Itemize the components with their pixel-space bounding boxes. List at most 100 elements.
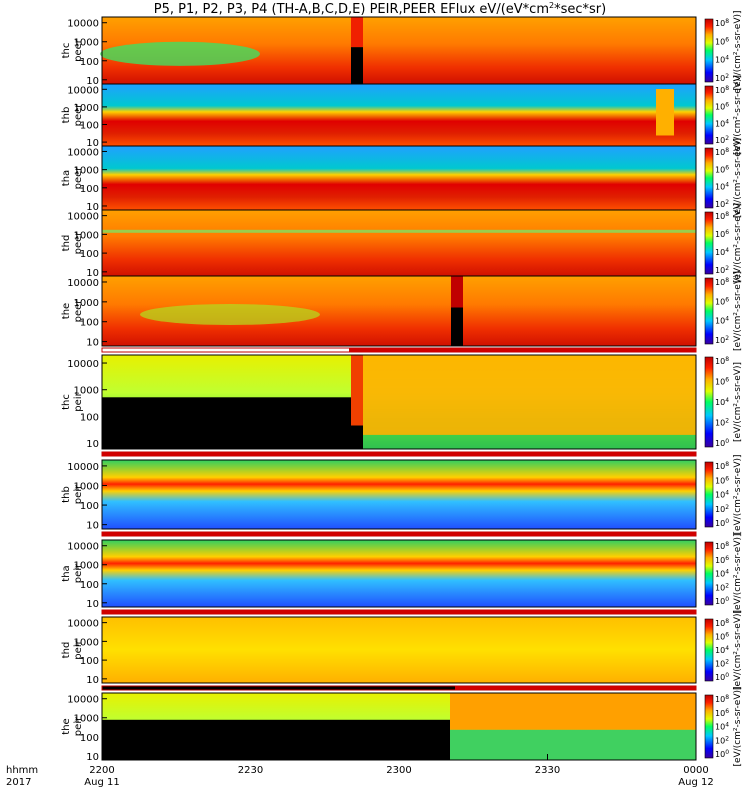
colorbar-unit-label: [eV/(cm²-s-sr-eV)] [733,533,743,613]
colorbar-tick-label: 106 [715,555,729,565]
colorbar-tick-exponent: 2 [725,659,729,666]
y-tick-label: 1000 [74,714,99,725]
panel-label-product: peir [73,639,84,659]
colorbar [704,18,714,83]
colorbar-tick-exponent: 8 [725,277,729,284]
colorbar-tick-label: 104 [715,55,729,65]
y-tick-label: 10 [86,439,99,450]
colorbar [704,541,714,606]
colorbar-tick-label: 108 [715,85,729,95]
chart-title: P5, P1, P2, P3, P4 (TH-A,B,C,D,E) PEIR,P… [154,1,606,17]
x-date-label: Aug 11 [84,777,119,788]
colorbar-tick-exponent: 2 [725,335,729,342]
chart-title-tail: *sec*sr) [554,2,606,17]
y-tick-label: 100 [80,120,99,131]
colorbar-tick-exponent: 4 [725,316,729,323]
y-tick-label: 10 [86,675,99,686]
separator-bar-fill [102,452,696,456]
colorbar-tick-label: 106 [715,36,729,46]
colorbar-unit-label: [eV/(cm²-s-sr-eV)] [733,271,743,351]
y-tick-label: 10000 [67,359,99,370]
panel-label-product: peir [73,391,84,411]
colorbar [704,277,714,345]
colorbar-tick-exponent: 2 [725,265,729,272]
colorbar-tick-exponent: 4 [725,247,729,254]
colorbar-tick-exponent: 2 [725,418,729,425]
colorbar-tick-label: 102 [715,335,729,345]
spectrogram-feature [451,307,463,346]
y-tick-label: 10000 [67,278,99,289]
y-tick-label: 10000 [67,695,99,706]
panel-label-probe: thd [61,235,72,252]
colorbar-tick-label: 106 [715,632,729,642]
chart-title-main: P5, P1, P2, P3, P4 (TH-A,B,C,D,E) PEIR,P… [154,2,549,17]
colorbar-tick-exponent: 8 [725,618,729,625]
colorbar-tick-label: 100 [715,672,729,682]
colorbar-tick-label: 100 [715,596,729,606]
colorbar-tick-label: 102 [715,504,729,514]
spectrogram-feature [451,276,463,308]
x-date-label: Aug 12 [678,777,713,788]
colorbar-tick-label: 106 [715,102,729,112]
y-tick-label: 10 [86,521,99,532]
colorbar-tick-label: 106 [715,475,729,485]
colorbar [704,618,714,682]
y-tick-label: 100 [80,57,99,68]
x-tick-label: 2230 [238,765,263,776]
colorbar-tick-exponent: 2 [725,504,729,511]
y-tick-label: 10000 [67,147,99,158]
spectrogram-feature [100,41,260,66]
spectrogram-image [102,210,696,276]
panel-label: thdpeer [61,231,84,255]
spectrogram-feature [102,397,352,449]
colorbar-unit-label: [eV/(cm²-s-sr-eV)] [733,75,743,155]
colorbar-tick-exponent: 4 [725,490,729,497]
y-tick-label: 10000 [67,212,99,223]
panel-label-product: peer [73,103,84,127]
colorbar-tick-label: 106 [715,164,729,174]
panel-frame [101,275,697,347]
y-tick-label: 1000 [74,166,99,177]
panel-frame [101,539,697,608]
panel-frame [101,459,697,530]
panel-label-product: peir [73,716,84,736]
colorbar-tick-label: 102 [715,135,729,145]
colorbar-tick-exponent: 8 [725,18,729,25]
colorbar-tick-label: 106 [715,229,729,239]
colorbar-tick-label: 108 [715,18,729,28]
y-tick-label: 100 [80,412,99,423]
colorbar-tick-exponent: 8 [725,461,729,468]
panel-label-probe: tha [61,170,72,186]
x-tick-label: 2330 [535,765,560,776]
y-tick-label: 10000 [67,85,99,96]
spectrogram-feature [140,304,320,325]
colorbar-tick-exponent: 8 [725,211,729,218]
colorbar-tick-label: 102 [715,418,729,428]
panel-label-probe: thc [61,394,72,410]
colorbar-tick-exponent: 2 [725,199,729,206]
colorbar-tick-exponent: 6 [725,708,729,715]
spectrogram-feature [351,425,363,449]
colorbar [704,461,714,528]
colorbar-tick-exponent: 6 [725,164,729,171]
panel-label: thdpeir [61,639,84,659]
spectrogram-image [102,460,696,529]
y-tick-label: 1000 [74,38,99,49]
colorbar-tick-label: 104 [715,182,729,192]
spectrogram-feature [450,729,696,760]
panel-label: thcpeir [61,391,84,411]
colorbar-tick-exponent: 2 [725,73,729,80]
colorbar-unit-label: [eV/(cm²-s-sr-eV)] [733,610,743,690]
x-axis-label-hhmm: hhmm [6,765,38,776]
colorbar-tick-label: 104 [715,645,729,655]
colorbar-tick-exponent: 6 [725,475,729,482]
spectrogram-feature [363,355,696,435]
y-tick-label: 10 [86,752,99,763]
y-tick-label: 10 [86,599,99,610]
colorbar-tick-exponent: 6 [725,632,729,639]
y-tick-label: 100 [80,249,99,260]
colorbar-tick-label: 108 [715,211,729,221]
